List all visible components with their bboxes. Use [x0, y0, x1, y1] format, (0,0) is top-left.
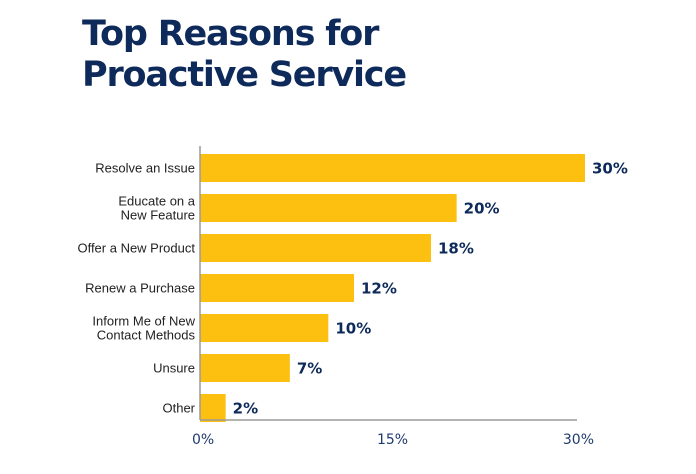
category-label-line: Unsure [153, 361, 195, 376]
category-label-line: New Feature [121, 208, 195, 223]
category-label-line: Educate on a [118, 194, 195, 209]
chart-title-line-2: Proactive Service [82, 55, 407, 95]
category-label-line: Contact Methods [97, 328, 196, 343]
value-label: 20% [464, 200, 500, 218]
bar [200, 314, 329, 342]
value-labels-group: 30% 20% 18% 12% 10% 7% 2% [233, 160, 628, 418]
chart-title: Top Reasons for Proactive Service [82, 14, 407, 96]
category-label-line: Offer a New Product [77, 241, 195, 256]
x-tick-label: 30% [563, 432, 594, 448]
category-label-line: Renew a Purchase [85, 281, 195, 296]
bar [200, 354, 290, 382]
x-tick-labels-group: 0% 15% 30% [192, 432, 594, 448]
bar [200, 154, 585, 182]
x-tick-label: 0% [192, 432, 214, 448]
category-label: Inform Me of New Contact Methods [92, 314, 195, 343]
value-label: 30% [592, 160, 628, 178]
bar [200, 394, 226, 422]
category-label: Offer a New Product [77, 241, 195, 256]
value-label: 2% [233, 400, 258, 418]
category-label: Unsure [153, 361, 195, 376]
chart-title-line-1: Top Reasons for [82, 14, 379, 54]
bar [200, 194, 457, 222]
value-label: 12% [361, 280, 397, 298]
value-label: 18% [438, 240, 474, 258]
bar [200, 234, 431, 262]
value-label: 7% [297, 360, 322, 378]
category-label: Resolve an Issue [95, 161, 195, 176]
category-labels-group: Resolve an Issue Educate on a New Feature O… [77, 161, 195, 416]
value-label: 10% [335, 320, 371, 338]
category-label-line: Inform Me of New [92, 314, 195, 329]
x-tick-label: 15% [377, 432, 408, 448]
bars-group [200, 154, 585, 422]
category-label: Renew a Purchase [85, 281, 195, 296]
category-label-line: Other [162, 401, 195, 416]
category-label-line: Resolve an Issue [95, 161, 195, 176]
category-label: Educate on a New Feature [118, 194, 195, 223]
category-label: Other [162, 401, 195, 416]
bar [200, 274, 354, 302]
